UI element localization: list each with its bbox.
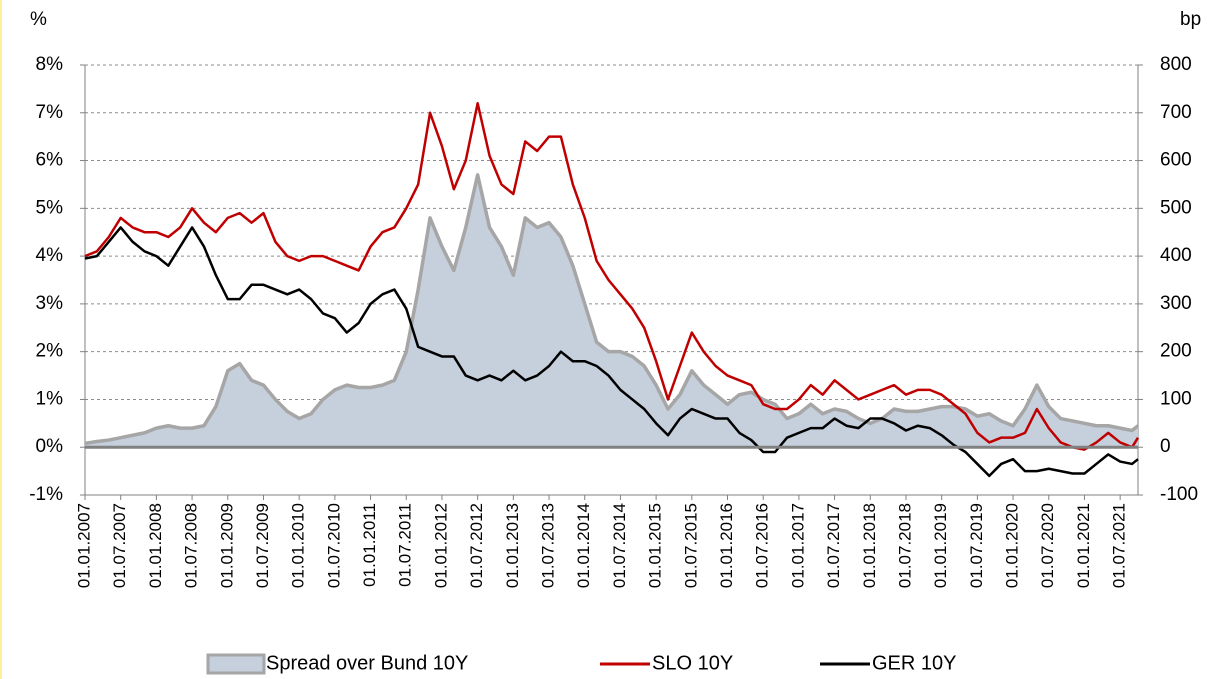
x-tick-label: 01.07.2008 [182,503,201,588]
y2-tick-label: 300 [1160,293,1192,314]
legend-label: SLO 10Y [652,652,733,674]
line [84,101,1140,451]
y-tick-label: 5% [36,197,64,218]
y2-tick-label: 400 [1160,245,1192,266]
y-tick-label: 4% [36,245,64,266]
y2-axis-label: bp [1180,9,1201,30]
x-tick-label: 01.07.2020 [1038,503,1057,588]
legend-swatch [206,653,266,675]
x-tick-label: 01.07.2014 [610,503,629,588]
x-tick-label: 01.01.2007 [74,503,93,588]
x-tick-label: 01.07.2010 [324,503,343,588]
y-tick-label: -1% [29,484,63,505]
x-tick-label: 01.01.2010 [289,503,308,588]
legend-label: Spread over Bund 10Y [266,652,468,674]
x-tick-label: 01.07.2011 [396,503,415,587]
y2-tick-label: 0 [1160,436,1171,457]
y-tick-label: 0% [36,436,64,457]
x-tick-label: 01.01.2016 [717,503,736,588]
x-tick-label: 01.01.2011 [360,503,379,587]
y2-tick-label: 200 [1160,341,1192,362]
y2-tick-label: -100 [1160,484,1198,505]
y2-tick-label: 500 [1160,197,1192,218]
y-tick-label: 2% [36,341,64,362]
legend-label: GER 10Y [872,652,956,674]
y-tick-label: 3% [36,293,64,314]
x-tick-label: 01.01.2020 [1003,503,1022,588]
x-tick-label: 01.01.2014 [574,503,593,588]
x-tick-label: 01.01.2009 [217,503,236,588]
x-tick-label: 01.07.2007 [110,503,129,588]
x-tick-label: 01.01.2015 [646,503,665,588]
y-tick-label: 7% [36,102,64,123]
y2-tick-label: 700 [1160,102,1192,123]
x-tick-label: 01.07.2018 [895,503,914,588]
x-tick-label: 01.01.2017 [788,503,807,588]
x-tick-label: 01.01.2013 [503,503,522,588]
x-tick-label: 01.07.2012 [467,503,486,588]
y2-tick-label: 100 [1160,388,1192,409]
x-tick-label: 01.01.2012 [431,503,450,588]
y-axis-label: % [30,9,47,30]
y2-tick-label: 800 [1160,54,1192,75]
x-tick-label: 01.07.2015 [681,503,700,588]
y-tick-label: 8% [36,54,64,75]
y-tick-label: 1% [36,388,64,409]
x-tick-label: 01.01.2008 [146,503,165,588]
area-edge [84,173,1140,446]
x-tick-label: 01.07.2013 [539,503,558,588]
x-tick-label: 01.07.2021 [1110,503,1129,588]
x-tick-label: 01.07.2009 [253,503,272,588]
x-tick-label: 01.07.2019 [967,503,986,588]
y-tick-label: 6% [36,150,64,171]
x-tick-label: 01.01.2018 [860,503,879,588]
x-tick-label: 01.01.2021 [1074,503,1093,588]
x-tick-label: 01.07.2016 [753,503,772,588]
x-tick-label: 01.07.2017 [824,503,843,588]
line [84,226,1139,478]
x-tick-label: 01.01.2019 [931,503,950,588]
y2-tick-label: 600 [1160,150,1192,171]
